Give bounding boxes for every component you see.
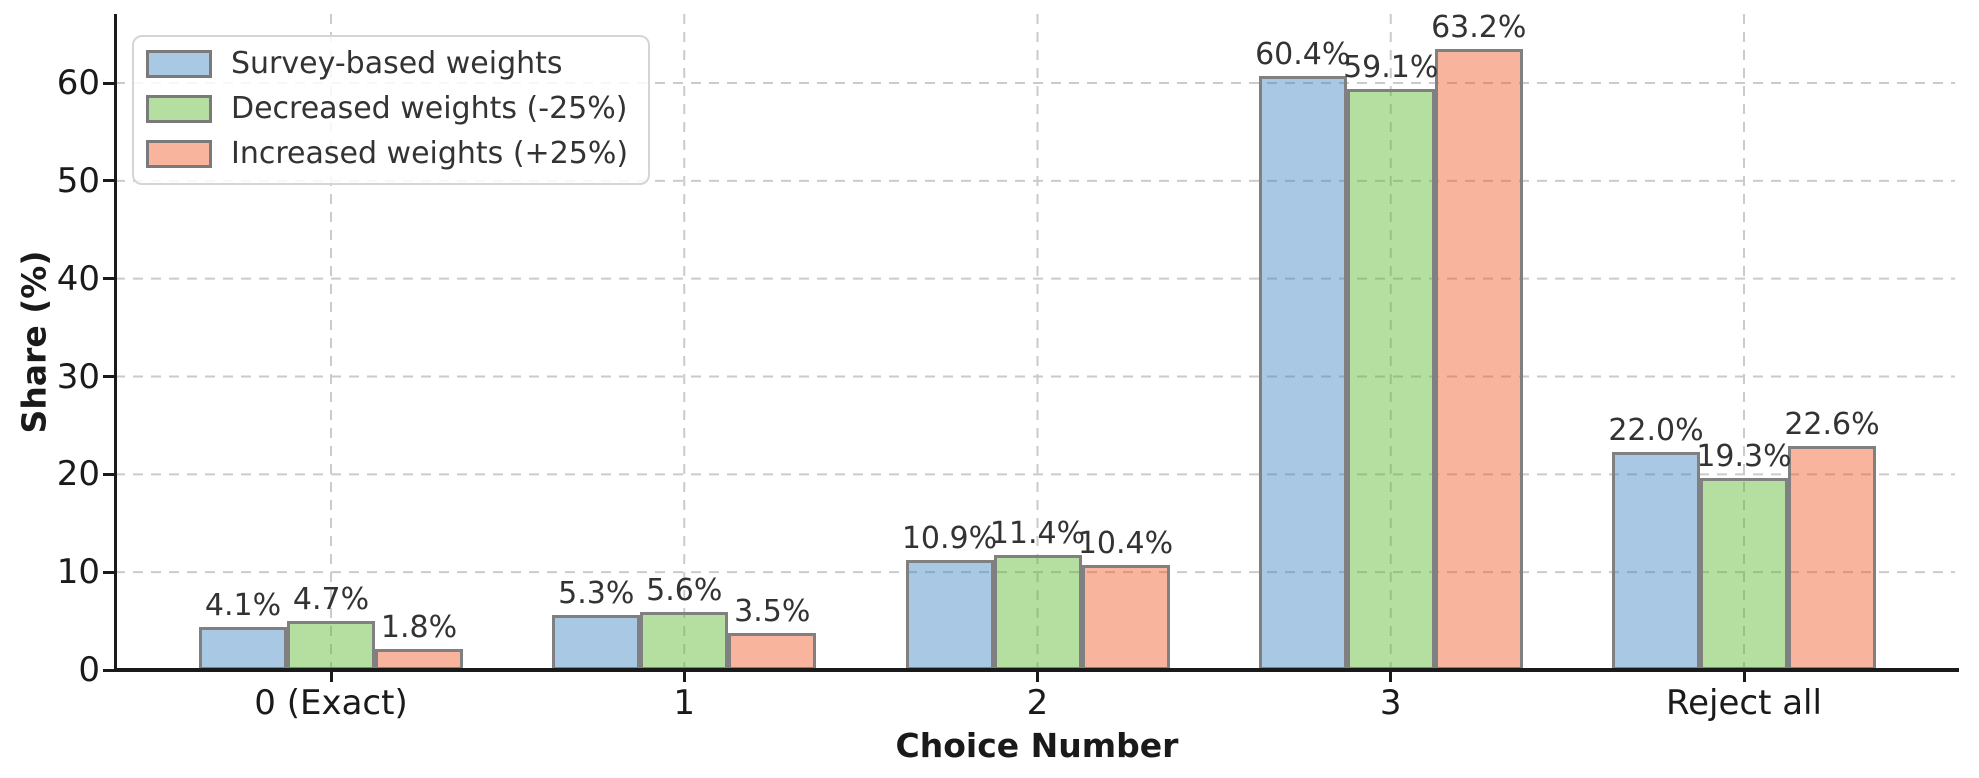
bar-value-label: 10.4%	[1077, 526, 1174, 562]
y-tick-mark	[103, 179, 114, 183]
bar-value-label: 5.6%	[646, 573, 723, 609]
bar-value-label: 22.0%	[1608, 412, 1704, 448]
bar-survey-based-weights	[199, 626, 287, 670]
bar-value-label: 60.4%	[1255, 37, 1351, 73]
y-tick-label: 60	[56, 63, 100, 103]
bar-value-label: 59.1%	[1343, 49, 1439, 85]
bar-value-label: 4.1%	[204, 587, 282, 623]
bar-value-label: 63.2%	[1431, 9, 1527, 45]
bar-value-label: 22.6%	[1784, 406, 1880, 442]
legend-item: Increased weights (+25%)	[146, 137, 628, 171]
bar-decreased-weights-25	[640, 612, 729, 670]
x-tick-mark	[1036, 672, 1039, 682]
bar-value-label: 11.4%	[989, 516, 1086, 552]
x-tick-label: 3	[1379, 683, 1402, 723]
y-tick-label: 10	[56, 552, 100, 593]
legend: Survey-based weights Decreased weights (-…	[132, 35, 651, 185]
bar-increased-weights-25	[1788, 445, 1876, 670]
x-axis-title: Choice Number	[895, 726, 1179, 765]
legend-item: Survey-based weights	[146, 47, 628, 81]
y-tick-mark	[103, 668, 114, 672]
bar-increased-weights-25	[728, 632, 817, 670]
y-tick-label: 0	[78, 650, 100, 690]
y-tick-mark	[103, 81, 114, 85]
x-tick-label: Reject all	[1666, 683, 1822, 723]
x-tick-mark	[329, 672, 333, 682]
bar-survey-based-weights	[1612, 451, 1700, 670]
bar-increased-weights-25	[1434, 48, 1523, 670]
x-axis-spine	[114, 668, 1959, 672]
x-tick-mark	[682, 672, 686, 682]
y-tick-label: 40	[56, 258, 100, 299]
bar-value-label: 5.3%	[558, 576, 635, 612]
y-tick-mark	[103, 277, 114, 281]
bar-value-label: 3.5%	[734, 593, 811, 629]
legend-item: Decreased weights (-25%)	[146, 92, 628, 126]
bar-decreased-weights-25	[993, 555, 1082, 670]
x-tick-mark	[1389, 672, 1393, 682]
legend-swatch-icon	[146, 50, 212, 78]
bar-value-label: 10.9%	[901, 521, 998, 557]
bar-value-label: 1.8%	[380, 610, 458, 646]
y-tick-label: 20	[56, 454, 100, 495]
legend-swatch-icon	[146, 140, 212, 168]
y-tick-mark	[103, 375, 114, 378]
x-tick-mark	[1742, 672, 1746, 682]
x-tick-label: 0 (Exact)	[254, 683, 408, 723]
legend-label: Survey-based weights	[231, 46, 563, 81]
bar-increased-weights-25	[1081, 565, 1170, 670]
y-axis-spine	[114, 14, 117, 672]
y-tick-mark	[103, 570, 114, 574]
x-tick-label: 1	[673, 683, 696, 723]
bar-value-label: 4.7%	[292, 582, 370, 618]
legend-label: Decreased weights (-25%)	[231, 91, 628, 126]
y-tick-mark	[103, 472, 114, 476]
y-tick-label: 50	[56, 160, 100, 201]
legend-swatch-icon	[146, 95, 212, 123]
bar-decreased-weights-25	[1700, 478, 1788, 670]
x-tick-label: 2	[1026, 683, 1049, 723]
bar-value-label: 19.3%	[1696, 439, 1792, 475]
legend-label: Increased weights (+25%)	[231, 136, 629, 171]
y-tick-label: 30	[56, 356, 100, 397]
